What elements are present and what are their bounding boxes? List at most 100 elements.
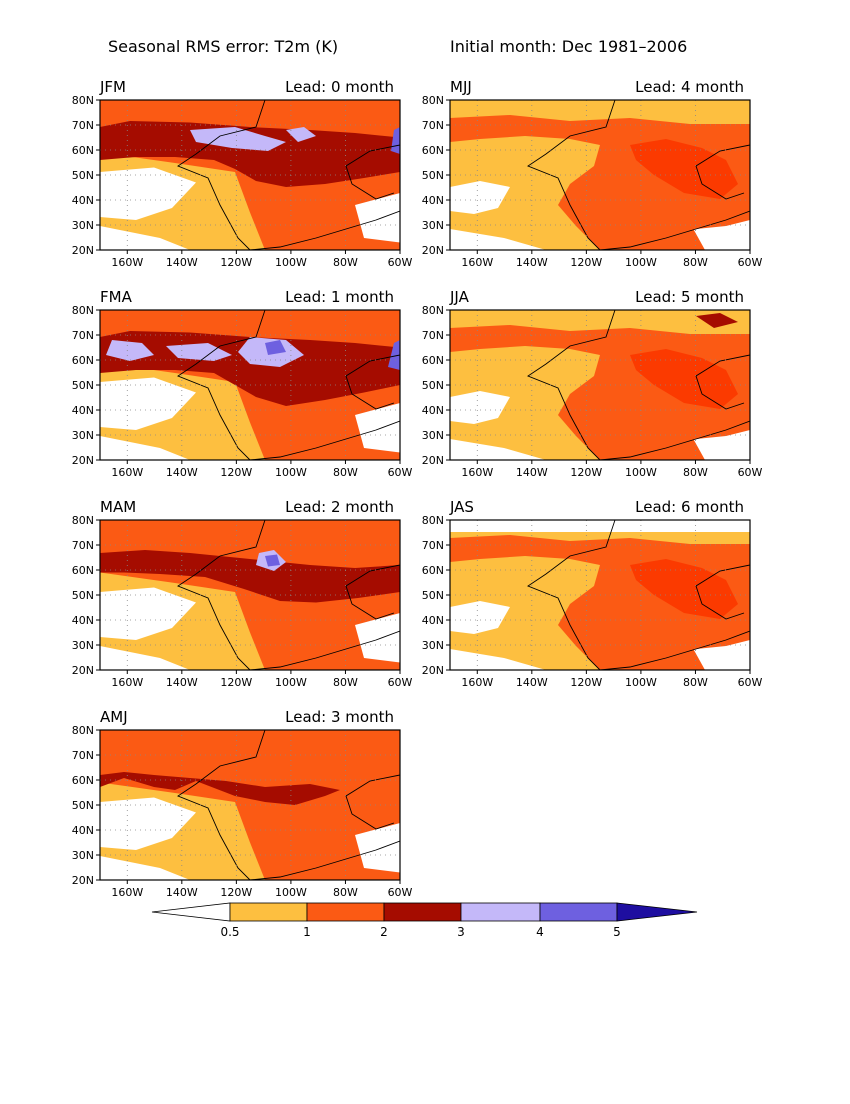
coastline (177, 520, 266, 670)
panel-season-label: FMA (100, 288, 133, 306)
rms-contour (355, 403, 400, 453)
lat-tick-label: 30N (72, 849, 94, 862)
lat-tick-label: 70N (72, 539, 94, 552)
rms-contour (630, 349, 738, 409)
map-panel: MJJ Lead: 4 month 80N 70N 60N 50N 40N 30N 20N 160… (422, 78, 763, 269)
lat-tick-label: 40N (422, 404, 444, 417)
lat-tick-label: 50N (422, 589, 444, 602)
colorbar-bin (539, 902, 618, 922)
rms-field (100, 310, 400, 460)
panel-season-label: JJA (449, 288, 470, 306)
lon-tick-label: 160W (461, 256, 493, 269)
lon-tick-label: 160W (111, 676, 143, 689)
rms-contour (450, 181, 510, 214)
lat-tick-label: 20N (72, 874, 94, 887)
lat-tick-label: 70N (72, 329, 94, 342)
lon-tick-label: 80W (683, 676, 708, 689)
rms-contour (696, 313, 738, 328)
rms-contour (450, 229, 546, 250)
lat-tick-label: 80N (72, 514, 94, 527)
panel-season-label: MAM (100, 498, 136, 516)
lat-tick-label: 60N (422, 354, 444, 367)
panel-lead-label: Lead: 6 month (635, 498, 744, 516)
panel-lead-label: Lead: 3 month (285, 708, 394, 726)
lat-tick-label: 40N (422, 194, 444, 207)
rms-contour (100, 856, 190, 880)
lat-tick-label: 40N (72, 404, 94, 417)
colorbar-label: 2 (380, 925, 388, 939)
lon-tick-label: 160W (111, 256, 143, 269)
rms-contour (265, 554, 280, 567)
lat-tick-label: 50N (72, 379, 94, 392)
lon-tick-label: 100W (275, 256, 307, 269)
lat-tick-label: 20N (72, 244, 94, 257)
colorbar-bin (460, 902, 541, 922)
lon-tick-label: 120W (220, 676, 252, 689)
lon-tick-label: 100W (275, 676, 307, 689)
lat-tick-label: 30N (422, 219, 444, 232)
rms-field (100, 520, 400, 670)
rms-contour (450, 439, 546, 460)
rms-contour (355, 823, 400, 873)
lon-tick-label: 120W (570, 676, 602, 689)
panel-lead-label: Lead: 5 month (635, 288, 744, 306)
lon-tick-label: 80W (333, 676, 358, 689)
lon-tick-label: 120W (220, 886, 252, 899)
colorbar-label: 0.5 (220, 925, 239, 939)
lon-tick-label: 80W (683, 256, 708, 269)
coastline (527, 520, 616, 670)
map-panel: MAM Lead: 2 month 80N 70N 60N 50N 40N 30N 20N 160… (72, 498, 413, 689)
lon-tick-label: 100W (625, 676, 657, 689)
panel-lead-label: Lead: 4 month (635, 78, 744, 96)
panel-lead-label: Lead: 2 month (285, 498, 394, 516)
lat-tick-label: 80N (422, 94, 444, 107)
rms-field (450, 520, 750, 670)
coastline (177, 100, 266, 250)
panel-season-label: AMJ (100, 708, 128, 726)
lat-tick-label: 80N (72, 724, 94, 737)
lat-tick-label: 70N (422, 119, 444, 132)
lat-tick-label: 60N (422, 144, 444, 157)
colorbar-label: 1 (303, 925, 311, 939)
rms-contour (630, 139, 738, 199)
lat-tick-label: 80N (72, 304, 94, 317)
coastline (249, 210, 400, 250)
lon-tick-label: 60W (388, 466, 413, 479)
lon-tick-label: 60W (388, 256, 413, 269)
lon-tick-label: 140W (166, 256, 198, 269)
rms-contour (355, 193, 400, 243)
lon-tick-label: 100W (625, 466, 657, 479)
colorbar-over-triangle (616, 902, 698, 922)
colorbar-bin (229, 902, 308, 922)
map-panel: JAS Lead: 6 month 80N 70N 60N 50N 40N 30N 20N 160… (422, 498, 763, 689)
lon-tick-label: 140W (166, 676, 198, 689)
rms-contour (106, 340, 154, 361)
coastline (177, 310, 266, 460)
rms-contour (100, 550, 400, 603)
lat-tick-label: 60N (72, 564, 94, 577)
lon-tick-label: 100W (275, 466, 307, 479)
map-panel: JJA Lead: 5 month 80N 70N 60N 50N 40N 30N 20N 160… (422, 288, 763, 479)
lat-tick-label: 70N (422, 539, 444, 552)
colorbar: 0.5 1 2 3 4 5 (151, 902, 698, 939)
lat-tick-label: 40N (72, 824, 94, 837)
rms-contour (355, 613, 400, 663)
panel-season-label: MJJ (450, 78, 472, 96)
lat-tick-label: 50N (72, 799, 94, 812)
lat-tick-label: 30N (422, 429, 444, 442)
lon-tick-label: 100W (275, 886, 307, 899)
lon-tick-label: 140W (516, 256, 548, 269)
lon-tick-label: 160W (111, 886, 143, 899)
coastline (249, 420, 400, 460)
coastline (527, 100, 616, 250)
colorbar-under-triangle (151, 902, 231, 922)
map-panel: AMJ Lead: 3 month 80N 70N 60N 50N 40N 30N 20N 160… (72, 708, 413, 899)
lat-tick-label: 60N (72, 144, 94, 157)
coastline (249, 630, 400, 670)
lat-tick-label: 80N (422, 304, 444, 317)
colorbar-label: 5 (613, 925, 621, 939)
coastline (599, 420, 750, 460)
lon-tick-label: 80W (333, 466, 358, 479)
lat-tick-label: 30N (72, 429, 94, 442)
